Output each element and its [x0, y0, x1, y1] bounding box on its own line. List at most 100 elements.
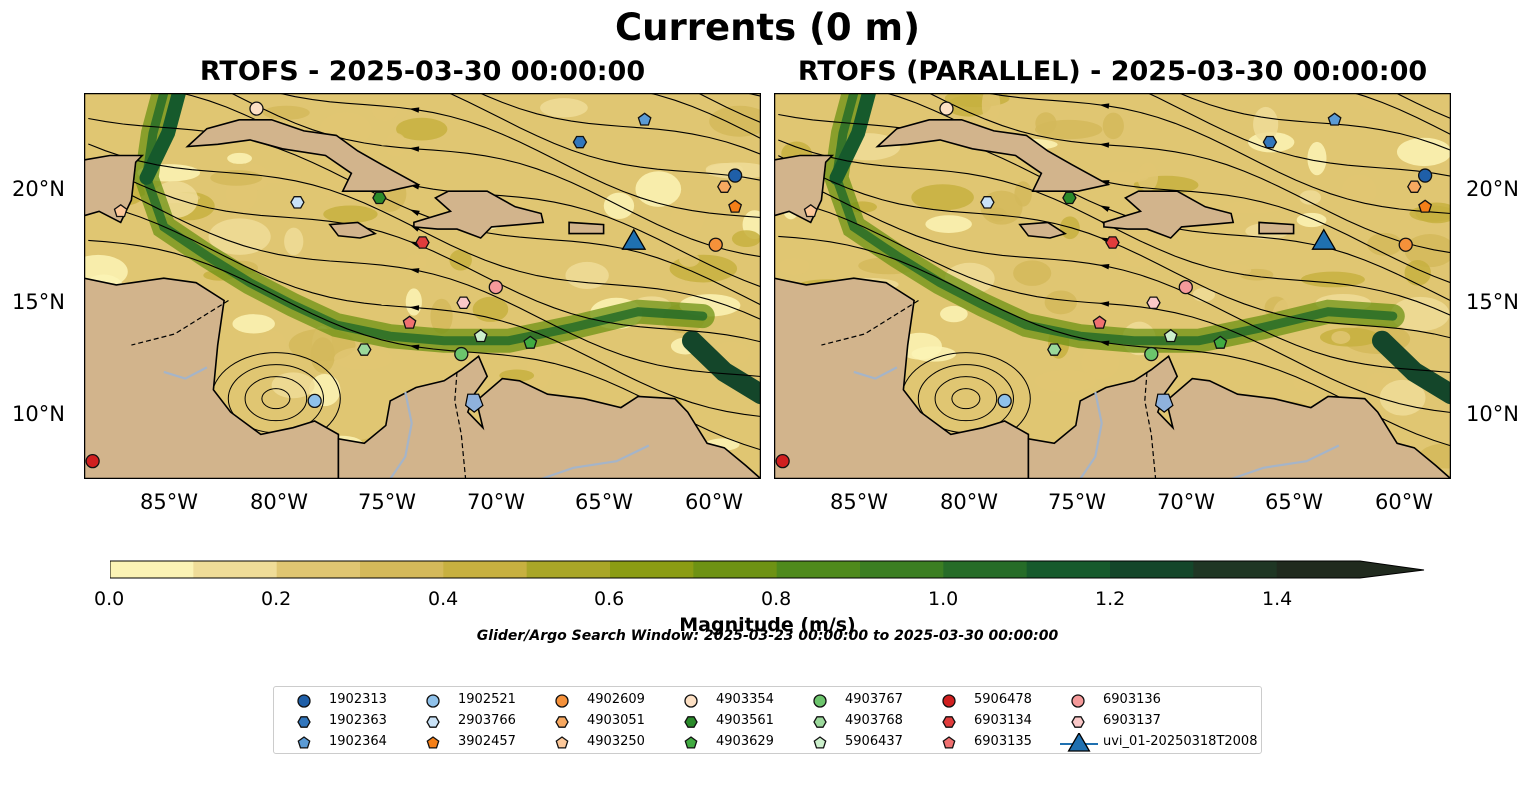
- colorbar-bin: [1276, 561, 1361, 578]
- float-4903767-left: [454, 346, 469, 362]
- float-2903766-right: [980, 196, 995, 209]
- legend-marker: [1071, 694, 1085, 708]
- float-4903051-right: [1407, 180, 1422, 193]
- colorbar: [110, 560, 1425, 579]
- legend-marker: [684, 716, 698, 728]
- legend-label: 4903768: [845, 713, 903, 728]
- lon-tick-70w-right: 70°W: [1157, 490, 1215, 514]
- float-4903768-left: [357, 343, 372, 356]
- legend-marker: [297, 694, 311, 708]
- float-1902313-right: [1417, 168, 1433, 183]
- float-5906478-right: [775, 454, 790, 469]
- map-panel-rtofs-parallel: [774, 93, 1451, 479]
- float-6903136-left: [488, 279, 503, 295]
- legend-marker: [942, 716, 956, 728]
- lon-tick-80w-right: 80°W: [940, 490, 998, 514]
- lon-tick-80w-left: 80°W: [250, 490, 308, 514]
- legend-marker: [942, 736, 956, 749]
- legend-label: 4903250: [587, 734, 645, 749]
- float-4903629-right: [1213, 335, 1228, 349]
- legend-label: 1902521: [458, 692, 516, 707]
- float-6903136-right: [1178, 279, 1193, 295]
- float-4903768-right: [1047, 343, 1062, 356]
- legend-label: 4903629: [716, 734, 774, 749]
- float-4903250-left: [113, 204, 128, 218]
- float-6903135-left: [402, 315, 417, 329]
- lon-tick-75w-right: 75°W: [1048, 490, 1106, 514]
- lon-tick-65w-left: 65°W: [575, 490, 633, 514]
- float-4903250-right: [803, 204, 818, 218]
- float-1902364-left: [637, 112, 652, 126]
- float-1902363-right: [1262, 135, 1278, 149]
- search-window-text: Glider/Argo Search Window: 2025-03-23 00…: [476, 628, 1059, 644]
- float-1902313-left: [727, 168, 743, 183]
- lon-tick-70w-left: 70°W: [467, 490, 525, 514]
- lat-tick-20n-left: 20°N: [12, 177, 65, 201]
- float-6903137-left: [456, 296, 471, 310]
- float-4903354-left: [249, 101, 264, 116]
- float-6903137-right: [1146, 296, 1161, 310]
- float-4903561-left: [372, 191, 387, 205]
- legend-label: 4902609: [587, 692, 645, 707]
- colorbar-bin: [443, 561, 528, 578]
- float-1902363-left: [572, 135, 588, 149]
- legend-label: 4903354: [716, 692, 774, 707]
- legend-marker: [813, 736, 827, 749]
- legend-label: 6903135: [974, 734, 1032, 749]
- legend-label: uvi_01-20250318T2008: [1103, 734, 1258, 749]
- lon-tick-60w-left: 60°W: [685, 490, 743, 514]
- legend-marker: [813, 716, 827, 728]
- legend: 1902313 1902363 1902364 1902521 2903766 39024…: [273, 686, 1262, 754]
- legend-marker: [297, 736, 311, 749]
- colorbar-tick-0: 0.0: [94, 588, 125, 610]
- legend-marker: [297, 716, 311, 728]
- float-5906478-left: [85, 454, 100, 469]
- legend-marker: [426, 694, 440, 708]
- lat-tick-10n-left: 10°N: [12, 402, 65, 426]
- colorbar-bin: [693, 561, 778, 578]
- panel-title-rtofs-parallel: RTOFS (PARALLEL) - 2025-03-30 00:00:00: [797, 56, 1428, 87]
- legend-label: 5906437: [845, 734, 903, 749]
- legend-marker: [555, 716, 569, 728]
- lat-tick-20n-right: 20°N: [1466, 177, 1519, 201]
- legend-marker: [1067, 733, 1091, 752]
- legend-label: 4903767: [845, 692, 903, 707]
- legend-label: 6903137: [1103, 713, 1161, 728]
- float-4903051-left: [717, 180, 732, 193]
- float-4902609-left: [708, 237, 723, 252]
- colorbar-tick-5: 1.0: [928, 588, 959, 610]
- lon-tick-85w-right: 85°W: [830, 490, 888, 514]
- lon-tick-60w-right: 60°W: [1375, 490, 1433, 514]
- lon-tick-65w-right: 65°W: [1265, 490, 1323, 514]
- float-1902364-right: [1327, 112, 1342, 126]
- figure-title: Currents (0 m): [614, 6, 920, 49]
- float-5906437-left: [473, 328, 488, 343]
- colorbar-bin: [610, 561, 694, 578]
- colorbar-tick-2: 0.4: [428, 588, 459, 610]
- colorbar-tick-4: 0.8: [761, 588, 792, 610]
- colorbar-bin: [110, 561, 194, 578]
- legend-marker: [684, 736, 698, 749]
- lon-tick-85w-left: 85°W: [140, 490, 198, 514]
- legend-label: 6903136: [1103, 692, 1161, 707]
- legend-label: 1902364: [329, 734, 387, 749]
- colorbar-bin: [1026, 561, 1111, 578]
- legend-marker: [1071, 716, 1085, 728]
- glider-marker-right: [1311, 228, 1337, 250]
- legend-label: 1902313: [329, 692, 387, 707]
- float-1902521-left: [307, 393, 322, 409]
- float-3902457-right: [1418, 199, 1433, 213]
- map-panel-rtofs: [84, 93, 761, 479]
- colorbar-bin: [1110, 561, 1194, 578]
- legend-marker: [426, 736, 440, 749]
- colorbar-bin: [526, 561, 611, 578]
- legend-marker: [942, 694, 956, 708]
- colorbar-tick-7: 1.4: [1262, 588, 1293, 610]
- float-4903354-right: [939, 101, 954, 116]
- float-6903134-right: [1105, 236, 1120, 249]
- legend-marker: [426, 716, 440, 728]
- colorbar-tick-3: 0.6: [594, 588, 625, 610]
- legend-label: 3902457: [458, 734, 516, 749]
- legend-marker: [813, 694, 827, 708]
- colorbar-bin: [360, 561, 444, 578]
